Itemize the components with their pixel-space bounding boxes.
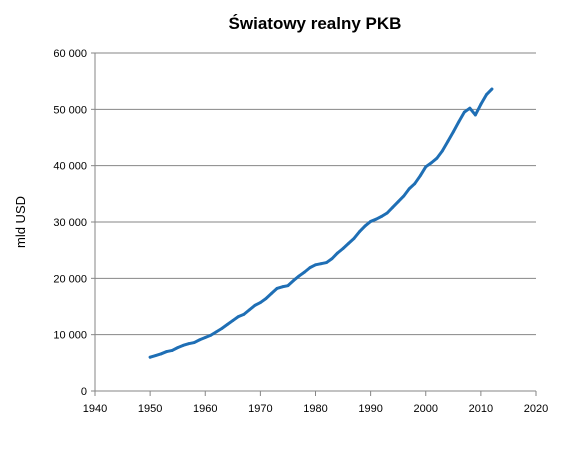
data-point	[281, 285, 284, 289]
y-tick-label: 60 000	[53, 48, 87, 60]
data-point	[358, 230, 361, 233]
y-tick-label: 40 000	[53, 161, 87, 173]
data-point	[440, 149, 444, 153]
data-point	[462, 110, 466, 114]
data-point	[209, 333, 213, 337]
y-axis-title: mld USD	[13, 196, 28, 248]
data-point	[413, 182, 417, 186]
x-tick-label: 2020	[524, 403, 548, 415]
data-point	[396, 200, 400, 204]
data-series	[148, 87, 494, 359]
data-point	[424, 165, 428, 169]
data-point	[220, 327, 224, 330]
data-point	[473, 113, 477, 117]
data-point	[429, 161, 433, 165]
data-point	[214, 330, 218, 334]
data-point	[391, 205, 395, 209]
data-point	[468, 106, 472, 110]
data-point	[308, 266, 312, 270]
data-point	[170, 349, 174, 352]
data-point	[341, 247, 345, 250]
data-point	[330, 257, 334, 261]
y-tick-label: 20 000	[53, 273, 87, 285]
data-point	[192, 341, 196, 344]
series-line	[148, 87, 494, 359]
data-point	[418, 174, 422, 178]
data-point	[369, 220, 373, 223]
data-point	[270, 292, 273, 295]
data-point	[242, 312, 246, 316]
data-point	[446, 140, 450, 143]
y-tick-label: 10 000	[53, 330, 87, 342]
data-point	[314, 263, 317, 267]
data-point	[198, 338, 202, 342]
data-point	[225, 323, 229, 326]
data-point	[275, 287, 279, 290]
data-point	[264, 297, 268, 301]
data-point	[154, 354, 158, 357]
y-tick-label: 30 000	[53, 217, 87, 229]
data-point	[385, 211, 389, 215]
gridlines	[95, 52, 536, 336]
data-point	[165, 350, 169, 353]
x-axis-tick-labels: 1940 1950 1960 1970 1980 1990 2000 2010 2020	[83, 403, 548, 415]
data-point	[363, 224, 367, 228]
data-point	[159, 352, 163, 356]
data-point	[247, 308, 251, 312]
data-point	[258, 301, 262, 304]
data-point	[347, 242, 350, 245]
data-point	[236, 315, 240, 319]
chart-title: Światowy realny PKB	[229, 14, 402, 33]
data-point	[231, 319, 235, 322]
data-point	[303, 270, 306, 274]
data-point	[187, 342, 191, 346]
x-tick-label: 1970	[248, 403, 272, 415]
y-axis-tick-labels: 0 10 000 20 000 30 000 40 000 50 000 60 000	[53, 48, 87, 398]
x-tick-label: 1980	[303, 403, 327, 415]
data-point	[380, 214, 384, 218]
data-point	[181, 343, 185, 347]
data-point	[148, 355, 152, 359]
data-point	[253, 303, 257, 307]
x-tick-label: 1950	[138, 403, 162, 415]
data-point	[451, 130, 455, 134]
data-point	[292, 279, 295, 282]
x-tick-label: 2010	[469, 403, 493, 415]
data-point	[176, 346, 180, 350]
x-tick-label: 1960	[193, 403, 217, 415]
data-point	[479, 102, 483, 106]
data-point	[203, 336, 207, 339]
x-tick-label: 1990	[358, 403, 382, 415]
data-point	[297, 274, 301, 278]
data-point	[286, 284, 290, 288]
data-point	[457, 120, 461, 124]
data-point	[352, 236, 356, 240]
x-tick-label: 1940	[83, 403, 107, 415]
data-point	[490, 87, 494, 91]
data-point	[336, 251, 339, 255]
axes	[91, 52, 537, 396]
data-point	[407, 187, 411, 191]
data-point	[325, 261, 328, 264]
data-point	[402, 194, 406, 198]
y-tick-label: 50 000	[53, 104, 87, 116]
y-tick-label: 0	[81, 386, 87, 398]
data-point	[435, 156, 439, 160]
x-tick-label: 2000	[414, 403, 438, 415]
data-point	[319, 262, 323, 266]
data-point	[374, 217, 378, 221]
data-point	[484, 93, 488, 97]
